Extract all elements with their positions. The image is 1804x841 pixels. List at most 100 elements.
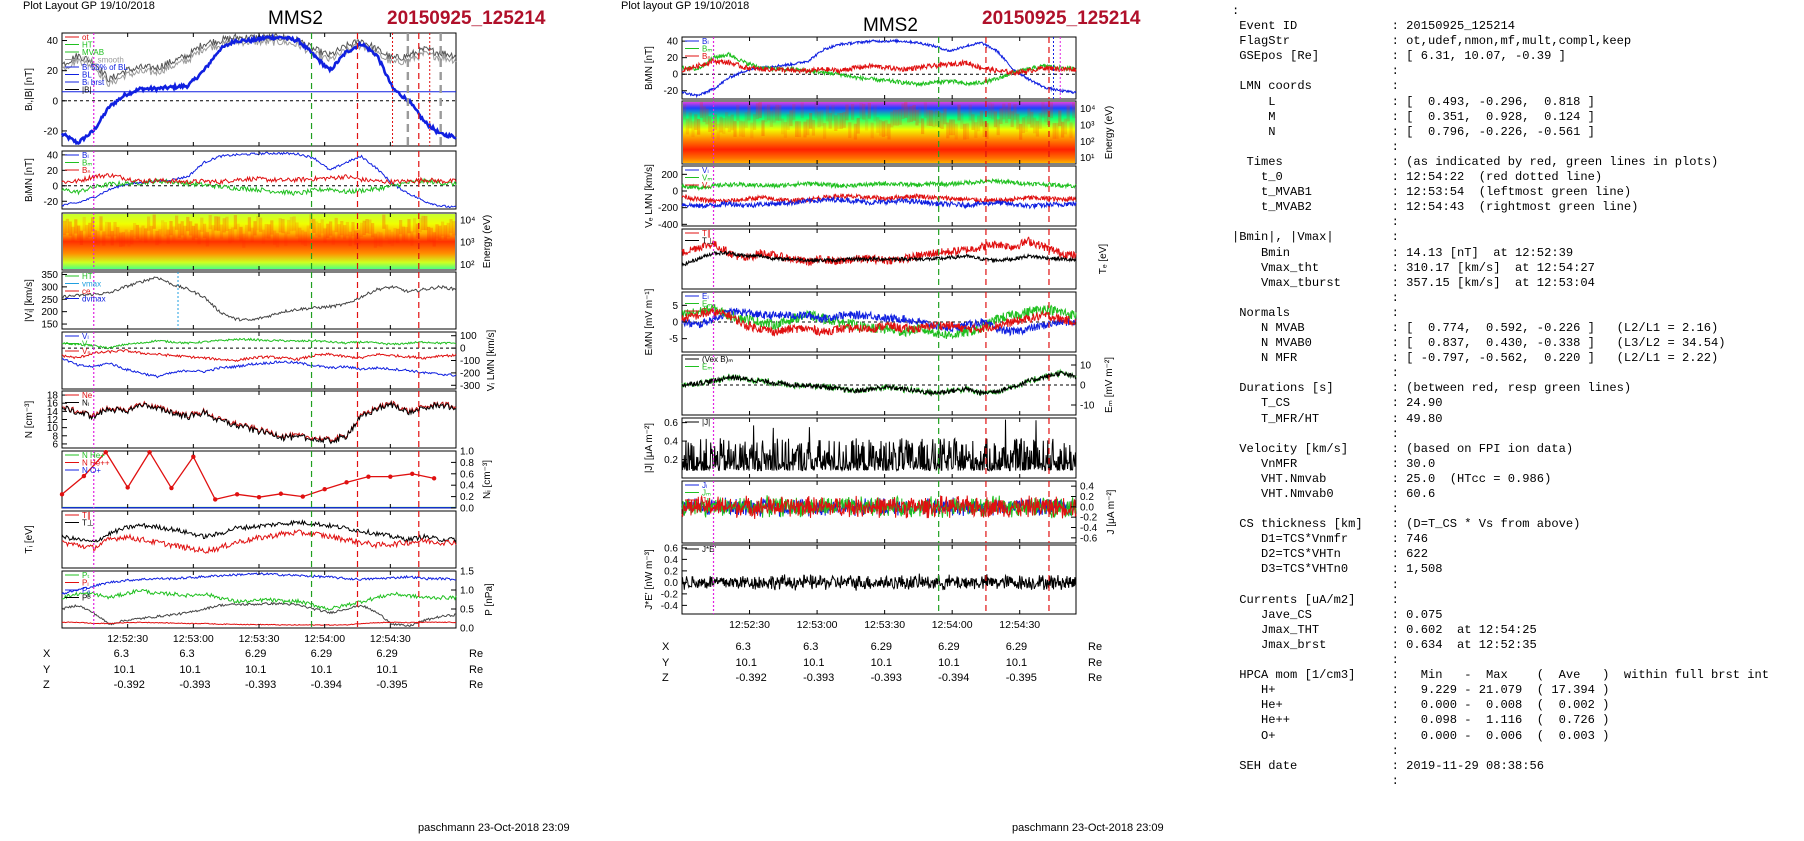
legend-entry: Bₗ brst — [82, 78, 105, 87]
spectrogram-fill — [683, 102, 1075, 163]
y-tick-label: 1.5 — [460, 567, 474, 578]
info-line: N : [ 0.796, -0.226, -0.561 ] — [1232, 124, 1595, 139]
spectrogram-texture — [191, 225, 196, 241]
y-axis-label: Vᵢ LMN [km/s] — [486, 329, 497, 391]
spectrogram-texture — [401, 226, 406, 241]
data-point — [366, 474, 371, 479]
y-tick-label: 0 — [672, 318, 678, 329]
spectrogram-texture — [862, 103, 866, 120]
data-point — [388, 474, 393, 479]
spectrogram-texture — [940, 113, 944, 130]
spectrogram-texture — [699, 102, 704, 118]
spectrogram-texture — [688, 112, 692, 129]
y-tick-label: 0.6 — [460, 469, 474, 480]
info-line: N MVAB0 : [ 0.837, 0.430, -0.338 ] (L3/L… — [1232, 336, 1726, 351]
spectrogram-texture — [991, 103, 995, 120]
spectrogram-texture — [769, 111, 774, 127]
legend-entry: T∥ — [702, 229, 711, 238]
spectrogram-texture — [923, 102, 928, 119]
spectrogram-texture — [421, 215, 425, 231]
ephemeris-unit: Re — [1088, 641, 1103, 653]
y-tick-label: 0.0 — [664, 578, 678, 589]
legend-entry: HT — [82, 272, 93, 281]
spectrogram-texture — [1044, 106, 1048, 123]
spectrogram-texture — [1030, 111, 1034, 128]
spectrogram-texture — [371, 223, 375, 238]
y-tick-label: 0 — [460, 344, 466, 355]
legend-entry: Ne — [82, 391, 93, 400]
spectrogram-texture — [105, 221, 109, 237]
y-tick-label: 0.4 — [664, 437, 678, 448]
panel-Ti: Tᵢ [eV] T∥T⊥ — [24, 510, 457, 569]
spectrogram-texture — [303, 231, 308, 246]
legend-entry: UV_smooth — [82, 56, 124, 65]
info-line: VnMFR : 30.0 — [1232, 456, 1436, 471]
info-line: Currents [uA/m2] : — [1232, 592, 1399, 607]
ephemeris-value: 6.3 — [735, 641, 751, 653]
panel-frame — [61, 450, 457, 509]
spectrogram-texture — [267, 224, 271, 239]
legend-entry: Bₗ 50% of BL — [82, 63, 128, 72]
spectrogram-texture — [161, 220, 165, 235]
legend-entry: Vₗ — [82, 332, 89, 341]
info-line: t_MVAB1 : 12:53:54 (leftmost green line) — [1232, 185, 1632, 200]
spectrogram-texture — [424, 215, 428, 231]
panel-frame — [681, 354, 1077, 416]
middle-plot-page: Plot layout GP 19/10/2018 MMS2 20150925_… — [620, 0, 1230, 841]
spectrogram-texture — [736, 105, 740, 121]
y-tick-label: 18 — [47, 391, 59, 402]
y-tick-label: 8 — [52, 431, 58, 442]
y-tick-label: -0.4 — [661, 601, 679, 612]
spectrogram-texture — [739, 120, 743, 137]
ephemeris-value: 6.29 — [376, 648, 398, 660]
spectrogram-texture — [239, 226, 243, 242]
spectrogram-texture — [138, 227, 142, 242]
spectrogram-texture — [979, 110, 984, 127]
spectrogram-texture — [926, 110, 930, 126]
event-info-text: : Event ID : 20150925_125214 FlagStr : o… — [1232, 4, 1769, 789]
ephemeris-value: 10.1 — [870, 656, 893, 669]
series-bm — [61, 177, 457, 197]
y-tick-label: 40 — [47, 36, 59, 47]
spectrogram-texture — [921, 118, 925, 135]
spectrogram-texture — [977, 115, 981, 132]
ephemeris-value: 6.29 — [1005, 641, 1028, 653]
info-line: L : [ 0.493, -0.296, 0.818 ] — [1232, 94, 1595, 109]
spectrogram-texture — [233, 215, 238, 230]
spectrogram-texture — [110, 231, 114, 246]
spectrogram-texture — [194, 223, 198, 238]
legend-entry: Bₙ — [702, 52, 711, 61]
spectrogram-texture — [99, 216, 103, 231]
spectrogram-texture — [186, 216, 190, 232]
spectrogram-texture — [781, 118, 785, 135]
y-tick-label: 0.8 — [460, 458, 474, 469]
middle-event-id: 20150925_125214 — [982, 8, 1141, 29]
spectrogram-texture — [744, 112, 748, 128]
info-line: : — [1232, 64, 1399, 79]
y-axis-label: Tᵢ [eV] — [24, 525, 35, 553]
panel-Te: Tₑ [eV] T∥T⊥ — [681, 228, 1109, 290]
spectrogram-texture — [949, 119, 953, 136]
spectrogram-texture — [306, 225, 310, 240]
ephemeris-value: 6.3 — [113, 648, 129, 660]
legend-entry: Pᵢ — [82, 579, 89, 588]
ephemeris-value: -0.395 — [1005, 672, 1037, 684]
y-tick-label: -300 — [460, 381, 480, 392]
spectrogram-texture — [270, 220, 274, 235]
legend-entry: N He++ — [82, 459, 110, 468]
ephemeris-value: 6.29 — [245, 648, 267, 660]
spectrogram-texture — [152, 214, 156, 229]
spectrogram-texture — [113, 221, 117, 237]
spectrogram-texture — [82, 216, 86, 232]
legend-entry: Eₘ — [702, 300, 712, 309]
legend-entry: Nᵢ — [82, 399, 89, 408]
y-tick-label: 0.6 — [664, 543, 678, 554]
legend-entry: (Vex B)ₘ — [702, 355, 733, 364]
legend-entry: Bₗ — [82, 151, 89, 160]
ephemeris-value: 10.1 — [1005, 656, 1028, 669]
ephemeris-row-label: Z — [662, 672, 669, 684]
info-line: t_0 : 12:54:22 (red dotted line) — [1232, 170, 1603, 185]
spectrogram-texture — [1016, 113, 1020, 130]
series-pb — [61, 601, 457, 628]
